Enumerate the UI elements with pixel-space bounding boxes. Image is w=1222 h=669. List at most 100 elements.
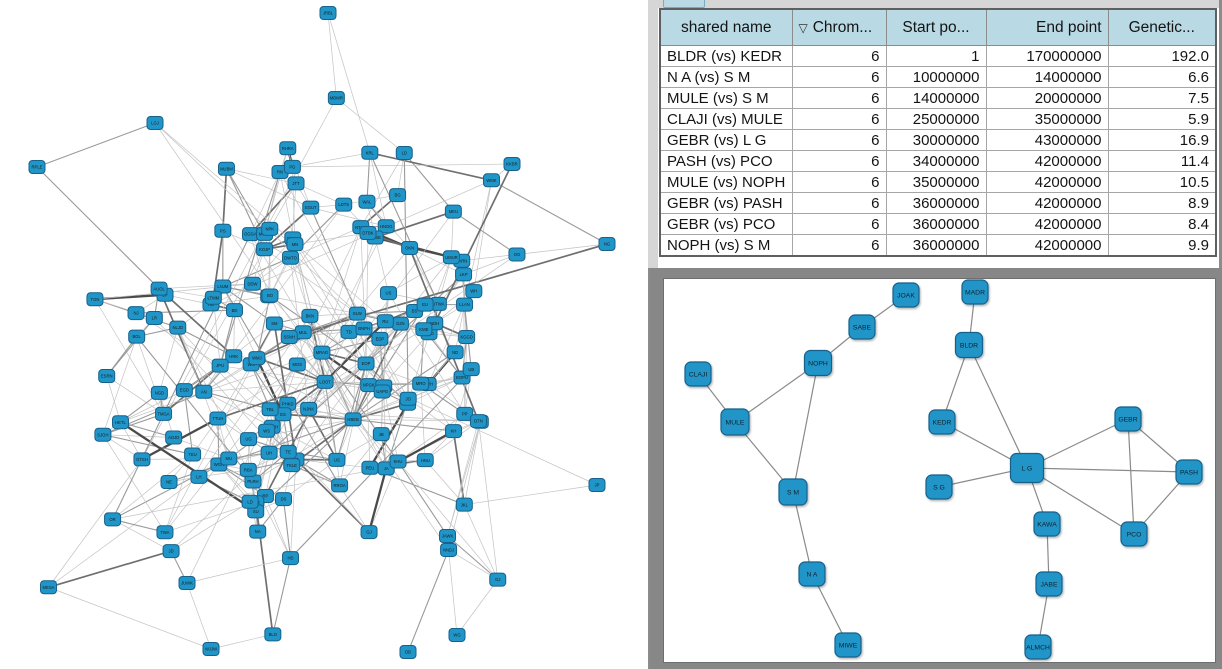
network-node[interactable]: MEU — [444, 204, 462, 219]
network-node[interactable]: HBEB — [344, 412, 362, 427]
network-node[interactable]: AUOL — [150, 281, 168, 296]
table-row[interactable]: GEBR (vs) L G 6 30000000 43000000 16.9 — [659, 129, 1217, 151]
overview-node-KAWA[interactable]: KAWA — [1033, 511, 1061, 537]
network-node[interactable]: OO — [508, 247, 526, 262]
network-node[interactable]: NE — [160, 475, 178, 489]
network-node[interactable]: LNJM — [214, 279, 232, 294]
network-node[interactable]: MRO — [412, 376, 430, 391]
network-node[interactable]: DDW — [243, 276, 261, 291]
network-node[interactable]: WG — [448, 628, 466, 642]
overview-node-PCO[interactable]: PCO — [1120, 521, 1148, 547]
overview-node-JABE[interactable]: JABE — [1035, 571, 1063, 597]
network-node[interactable]: KOJP — [256, 242, 274, 257]
table-row[interactable]: N A (vs) S M 6 10000000 14000000 6.6 — [659, 66, 1217, 88]
network-node[interactable]: TBL — [261, 402, 279, 417]
network-node[interactable]: GJ — [360, 525, 378, 540]
network-node[interactable]: UB — [462, 362, 480, 377]
network-node[interactable]: RROA — [331, 478, 349, 493]
network-node[interactable]: HNOG — [377, 219, 395, 234]
network-node[interactable]: BKN — [301, 308, 319, 323]
network-node[interactable]: LD — [395, 146, 413, 161]
network-node[interactable]: DS — [274, 492, 292, 507]
network-node[interactable]: TWA — [156, 525, 174, 540]
network-node[interactable]: MUL — [294, 325, 312, 340]
network-node[interactable]: DWTO — [281, 250, 299, 265]
network-node[interactable]: MESA — [39, 580, 57, 595]
network-node[interactable]: TMGA — [155, 406, 173, 421]
network-node[interactable]: ND — [446, 345, 464, 360]
overview-node-MADR[interactable]: MADR — [961, 279, 989, 305]
network-node[interactable]: JPU — [211, 358, 229, 373]
overview-node-SABE[interactable]: SABE — [848, 314, 876, 340]
network-node[interactable]: KHU — [389, 454, 407, 469]
network-node[interactable]: GTSH — [133, 452, 151, 467]
network-node[interactable]: DJN — [391, 316, 409, 331]
network-node[interactable]: UMUR — [442, 250, 460, 265]
network-node[interactable]: WJJW — [202, 642, 220, 656]
network-node[interactable]: WMJ — [248, 351, 266, 366]
network-node[interactable]: NPK — [261, 221, 279, 236]
network-node[interactable]: WAL — [358, 194, 376, 209]
overview-node-KEDR[interactable]: KEDR — [928, 409, 956, 435]
table-row[interactable]: MULE (vs) S M 6 14000000 20000000 7.5 — [659, 87, 1217, 109]
network-node[interactable]: ELW — [348, 306, 366, 321]
network-node[interactable]: MRAG — [313, 345, 331, 360]
table-row[interactable]: CLAJI (vs) MULE 6 25000000 35000000 5.9 — [659, 108, 1217, 130]
network-node[interactable]: LOOT — [316, 374, 334, 389]
main-network-canvas[interactable]: JRBLLGJRPLENGJPWJJWDBWGNEJUWKKKBRRNPEUWP… — [0, 0, 650, 669]
network-node[interactable]: JD — [162, 544, 180, 559]
network-node[interactable]: BO — [261, 288, 279, 303]
network-node[interactable]: BD — [225, 303, 243, 318]
network-node[interactable]: BNPH — [355, 321, 373, 336]
network-node[interactable]: EU — [416, 297, 434, 312]
network-node[interactable]: BLO — [264, 627, 282, 642]
network-node[interactable]: SJOH — [94, 427, 112, 442]
network-node[interactable]: SM — [265, 316, 283, 331]
network-node[interactable]: NNDJ — [440, 542, 458, 557]
network-node[interactable]: ESRN — [98, 369, 116, 384]
network-node[interactable]: EGUT — [302, 200, 320, 215]
network-node[interactable]: NA — [249, 524, 267, 539]
edge-attribute-table[interactable]: shared name ▽ Chrom... Start po... End point… — [659, 8, 1217, 257]
network-node[interactable]: KH — [445, 424, 463, 439]
overview-node-JOAK[interactable]: JOAK — [892, 282, 920, 308]
overview-node-NA[interactable]: N A — [798, 561, 826, 587]
overview-node-LG[interactable]: L G — [1009, 452, 1045, 484]
network-node[interactable]: NGD — [150, 385, 168, 400]
network-node[interactable]: TKLE — [283, 458, 301, 473]
network-node[interactable]: KKBR — [503, 157, 521, 171]
network-node[interactable]: DB — [399, 645, 417, 659]
network-node[interactable]: AOJD — [165, 430, 183, 445]
network-node[interactable]: NLJD — [169, 320, 187, 335]
overview-network-canvas[interactable]: JOAK SABE NOPH CLAJI MULE S M N A MIWE MADR BLDR K… — [663, 278, 1216, 663]
network-node[interactable]: BG — [389, 188, 407, 203]
overview-node-MULE[interactable]: MULE — [720, 408, 750, 436]
network-node[interactable]: HETL — [111, 415, 129, 430]
network-node[interactable]: JO — [399, 391, 417, 406]
network-node[interactable]: MBWR — [327, 91, 345, 105]
network-node[interactable]: US — [328, 452, 346, 467]
network-node[interactable]: RPLE — [28, 160, 46, 174]
network-node[interactable]: NJ — [127, 306, 145, 321]
network-node[interactable]: AN — [195, 384, 213, 399]
table-row[interactable]: PASH (vs) PCO 6 34000000 42000000 11.4 — [659, 150, 1217, 172]
network-node[interactable]: TGN — [86, 292, 104, 307]
table-row[interactable]: BLDR (vs) KEDR 6 1 170000000 192.0 — [659, 45, 1217, 67]
network-node[interactable]: LTMM — [204, 290, 222, 305]
network-node[interactable]: TE — [279, 444, 297, 459]
column-header-start-point[interactable]: Start po... — [885, 8, 987, 46]
network-node[interactable]: JP — [588, 478, 606, 492]
column-header-genetic[interactable]: Genetic... — [1107, 8, 1217, 46]
network-node[interactable]: LGJ — [146, 116, 164, 130]
network-node[interactable]: PS — [214, 223, 232, 238]
network-node[interactable]: RU — [376, 314, 394, 329]
network-node[interactable]: NJNK — [300, 401, 318, 416]
overview-node-BLDR[interactable]: BLDR — [954, 331, 984, 359]
network-node[interactable]: PLRH — [244, 474, 262, 489]
network-node[interactable]: EGD — [175, 383, 193, 398]
network-node[interactable]: WMK — [482, 173, 500, 188]
network-node[interactable]: BGL — [128, 329, 146, 344]
table-tab-partial[interactable] — [663, 0, 705, 8]
network-node[interactable]: LKP — [455, 267, 473, 282]
network-node[interactable]: RHRA — [279, 141, 297, 156]
